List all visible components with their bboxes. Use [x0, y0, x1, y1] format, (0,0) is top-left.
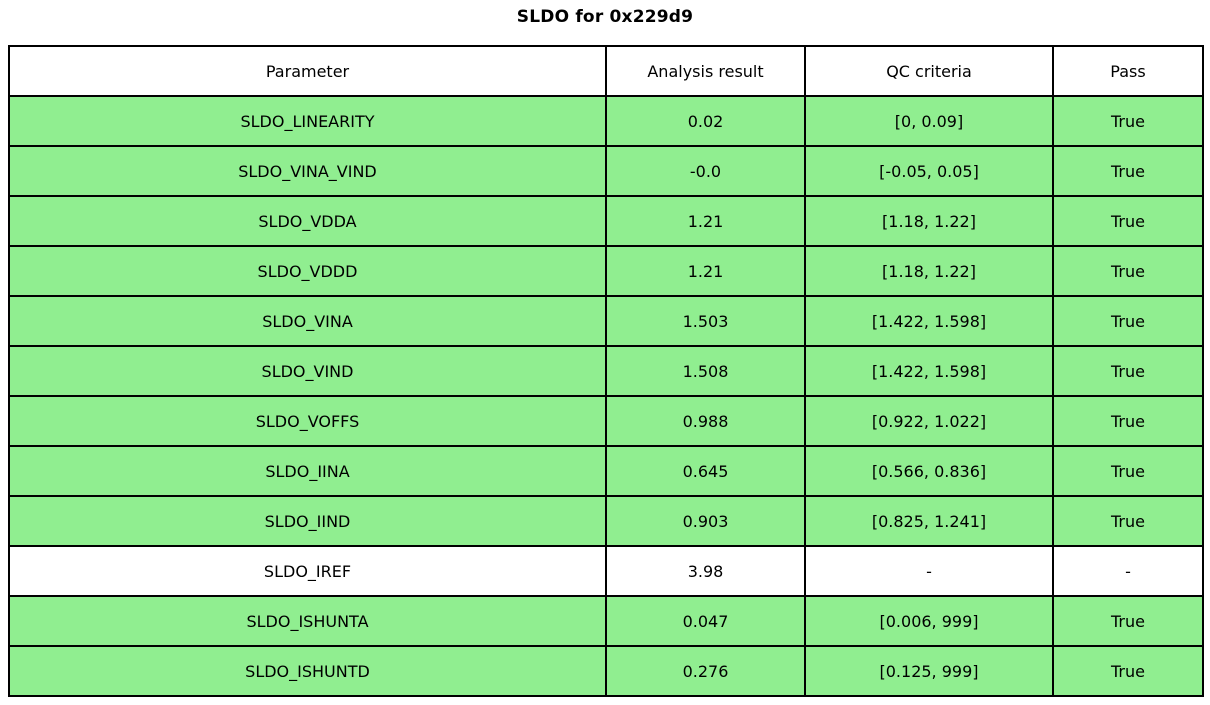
table-row: SLDO_LINEARITY 0.02 [0, 0.09] True: [8, 95, 1204, 147]
cell-pass: True: [1052, 195, 1204, 247]
cell-pass: True: [1052, 145, 1204, 197]
table-row: SLDO_ISHUNTA 0.047 [0.006, 999] True: [8, 595, 1204, 647]
cell-qc-criteria: -: [804, 545, 1054, 597]
qc-results-table: Parameter Analysis result QC criteria Pa…: [8, 45, 1204, 697]
cell-qc-criteria: [1.18, 1.22]: [804, 195, 1054, 247]
table-row: SLDO_VDDA 1.21 [1.18, 1.22] True: [8, 195, 1204, 247]
cell-analysis-result: 0.988: [605, 395, 806, 447]
column-header-analysis-result: Analysis result: [605, 45, 806, 97]
table-row: SLDO_VINA 1.503 [1.422, 1.598] True: [8, 295, 1204, 347]
cell-analysis-result: 1.503: [605, 295, 806, 347]
column-header-qc-criteria: QC criteria: [804, 45, 1054, 97]
cell-analysis-result: 0.276: [605, 645, 806, 697]
cell-parameter: SLDO_IREF: [8, 545, 607, 597]
cell-qc-criteria: [0.922, 1.022]: [804, 395, 1054, 447]
cell-analysis-result: 3.98: [605, 545, 806, 597]
cell-analysis-result: 0.02: [605, 95, 806, 147]
table-row: SLDO_IREF 3.98- -: [8, 545, 1204, 597]
table-row: SLDO_VDDD 1.21 [1.18, 1.22] True: [8, 245, 1204, 297]
table-row: SLDO_VIND 1.508 [1.422, 1.598] True: [8, 345, 1204, 397]
cell-qc-criteria: [0, 0.09]: [804, 95, 1054, 147]
table-row: SLDO_VOFFS 0.988 [0.922, 1.022] True: [8, 395, 1204, 447]
cell-analysis-result: 0.645: [605, 445, 806, 497]
cell-analysis-result: 0.047: [605, 595, 806, 647]
cell-pass: True: [1052, 445, 1204, 497]
cell-parameter: SLDO_IINA: [8, 445, 607, 497]
cell-parameter: SLDO_ISHUNTD: [8, 645, 607, 697]
cell-pass: True: [1052, 595, 1204, 647]
cell-parameter: SLDO_VINA_VIND: [8, 145, 607, 197]
table-row: SLDO_IIND 0.903 [0.825, 1.241] True: [8, 495, 1204, 547]
cell-qc-criteria: [-0.05, 0.05]: [804, 145, 1054, 197]
cell-analysis-result: -0.0: [605, 145, 806, 197]
cell-parameter: SLDO_VOFFS: [8, 395, 607, 447]
cell-parameter: SLDO_VDDA: [8, 195, 607, 247]
table-header: Parameter Analysis result QC criteria Pa…: [8, 45, 1204, 97]
cell-pass: True: [1052, 295, 1204, 347]
cell-pass: True: [1052, 395, 1204, 447]
cell-parameter: SLDO_IIND: [8, 495, 607, 547]
cell-parameter: SLDO_ISHUNTA: [8, 595, 607, 647]
cell-parameter: SLDO_VDDD: [8, 245, 607, 297]
cell-parameter: SLDO_LINEARITY: [8, 95, 607, 147]
column-header-parameter: Parameter: [8, 45, 607, 97]
cell-qc-criteria: [0.825, 1.241]: [804, 495, 1054, 547]
cell-analysis-result: 1.21: [605, 245, 806, 297]
cell-qc-criteria: [0.566, 0.836]: [804, 445, 1054, 497]
table-body: SLDO_LINEARITY 0.02 [0, 0.09] True SLDO_VINA…: [8, 95, 1204, 697]
cell-qc-criteria: [1.422, 1.598]: [804, 295, 1054, 347]
table-row: SLDO_IINA 0.645 [0.566, 0.836] True: [8, 445, 1204, 497]
table-row: SLDO_VINA_VIND -0.0 [-0.05, 0.05] True: [8, 145, 1204, 197]
cell-pass: -: [1052, 545, 1204, 597]
cell-pass: True: [1052, 95, 1204, 147]
header-row: Parameter Analysis result QC criteria Pa…: [8, 45, 1204, 97]
cell-analysis-result: 1.21: [605, 195, 806, 247]
cell-pass: True: [1052, 645, 1204, 697]
cell-analysis-result: 1.508: [605, 345, 806, 397]
cell-qc-criteria: [1.422, 1.598]: [804, 345, 1054, 397]
cell-pass: True: [1052, 495, 1204, 547]
cell-parameter: SLDO_VINA: [8, 295, 607, 347]
cell-qc-criteria: [0.125, 999]: [804, 645, 1054, 697]
cell-qc-criteria: [0.006, 999]: [804, 595, 1054, 647]
chart-title: SLDO for 0x229d9: [516, 7, 694, 27]
cell-parameter: SLDO_VIND: [8, 345, 607, 397]
table-row: SLDO_ISHUNTD 0.276 [0.125, 999] True: [8, 645, 1204, 697]
cell-analysis-result: 0.903: [605, 495, 806, 547]
cell-pass: True: [1052, 345, 1204, 397]
cell-qc-criteria: [1.18, 1.22]: [804, 245, 1054, 297]
column-header-pass: Pass: [1052, 45, 1204, 97]
cell-pass: True: [1052, 245, 1204, 297]
